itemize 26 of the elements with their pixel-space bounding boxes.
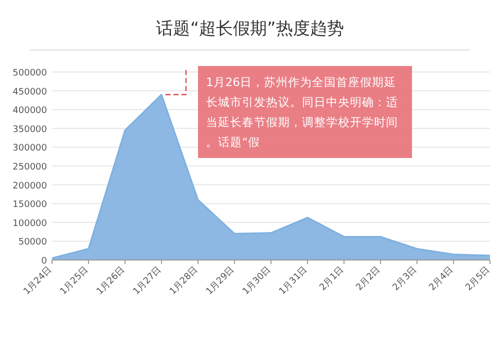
x-tick-label: 1月28日 [168, 265, 200, 298]
x-tick-label: 2月3日 [391, 265, 420, 293]
x-tick-label: 1月29日 [204, 265, 237, 298]
x-tick-label: 1月27日 [132, 265, 164, 298]
y-tick-label: 350000 [12, 124, 48, 135]
x-tick-label: 1月24日 [22, 265, 54, 298]
y-tick-label: 250000 [12, 162, 48, 172]
x-tick-label: 1月25日 [58, 265, 91, 298]
chart-title: 话题“超长假期”热度趋势 [156, 19, 344, 39]
y-tick-label: 450000 [12, 87, 48, 98]
y-tick-label: 200000 [12, 181, 48, 192]
x-tick-label: 2月2日 [354, 265, 383, 293]
y-tick-label: 50000 [18, 238, 48, 248]
y-tick-label: 100000 [12, 218, 48, 229]
y-tick-label: 400000 [12, 106, 48, 116]
y-tick-label: 300000 [12, 144, 48, 154]
x-tick-label: 2月5日 [464, 265, 492, 293]
x-tick-label: 1月26日 [95, 265, 128, 298]
annotation: 1月26日，苏州作为全国首座假期延长城市引发热议。同日中央明确：适当延长春节假期，调整学校开学时间。话题“假 [206, 75, 398, 149]
x-tick-label: 2月1日 [318, 265, 346, 293]
x-tick-label: 2月4日 [428, 265, 456, 293]
x-tick-label: 1月30日 [241, 265, 274, 298]
x-tick-label: 1月31日 [278, 265, 310, 298]
y-tick-label: 150000 [12, 200, 48, 210]
y-tick-label: 500000 [12, 68, 48, 78]
y-tick-label: 0 [41, 256, 48, 266]
